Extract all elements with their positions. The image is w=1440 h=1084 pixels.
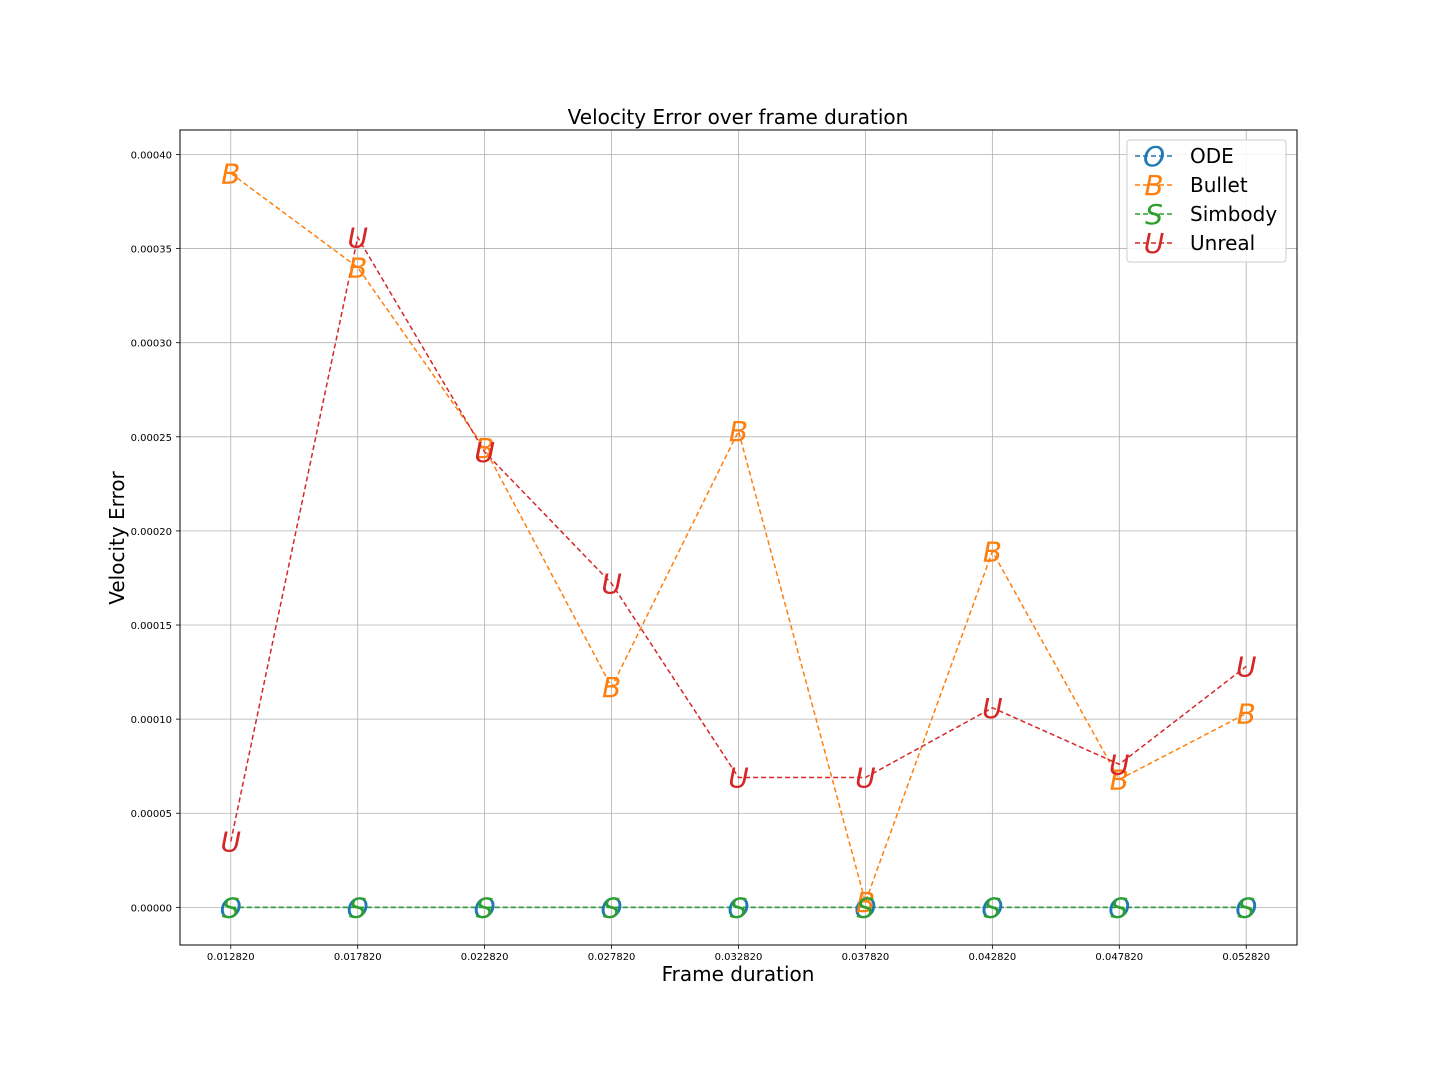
legend-marker-ode: O <box>1143 140 1165 173</box>
data-point-simbody: S <box>1110 891 1128 924</box>
data-point-simbody: S <box>983 891 1001 924</box>
data-point-bullet: B <box>1110 763 1129 796</box>
data-point-simbody: S <box>349 891 367 924</box>
data-point-ode: O <box>601 891 623 924</box>
grid-lines <box>180 130 1297 945</box>
x-axis-ticks: 0.012820 0.017820 0.022820 0.027820 0.032820… <box>207 945 1270 963</box>
series-line-unreal <box>230 235 1247 842</box>
y-tick-label: 0.00020 <box>131 527 172 538</box>
y-tick-label: 0.00025 <box>131 433 172 444</box>
data-point-ode: O <box>1108 891 1130 924</box>
data-point-unreal: U <box>221 825 242 858</box>
y-tick-label: 0.00000 <box>131 903 172 914</box>
data-point-unreal: U <box>601 568 622 601</box>
data-point-bullet: B <box>221 157 240 190</box>
data-point-unreal: U <box>1236 650 1257 683</box>
data-point-unreal: U <box>1109 748 1130 781</box>
data-point-bullet: B <box>602 671 621 704</box>
x-tick-label: 0.022820 <box>461 952 509 963</box>
data-point-bullet: B <box>729 415 748 448</box>
legend-label-simbody: Simbody <box>1190 202 1277 226</box>
data-point-simbody: S <box>603 891 621 924</box>
data-point-ode: O <box>981 891 1003 924</box>
legend: O ODE B Bullet S Simbody U Unreal <box>1126 139 1287 263</box>
data-point-unreal: U <box>728 761 749 794</box>
x-tick-label: 0.032820 <box>715 952 763 963</box>
legend-label-ode: ODE <box>1190 144 1234 168</box>
data-point-ode: O <box>727 891 749 924</box>
x-tick-label: 0.047820 <box>1095 952 1143 963</box>
legend-label-unreal: Unreal <box>1190 231 1255 255</box>
x-tick-label: 0.037820 <box>842 952 890 963</box>
data-point-bullet: B <box>475 432 494 465</box>
y-tick-label: 0.00005 <box>131 809 172 820</box>
data-point-simbody: S <box>730 891 748 924</box>
data-point-ode: O <box>220 891 242 924</box>
data-point-simbody: S <box>857 891 875 924</box>
data-point-ode: O <box>854 891 876 924</box>
x-tick-label: 0.017820 <box>334 952 382 963</box>
y-axis-label: Velocity Error <box>105 470 129 604</box>
series-lines <box>230 172 1247 909</box>
legend-box <box>1126 139 1287 263</box>
data-point-simbody: S <box>1237 891 1255 924</box>
data-point-ode: O <box>1235 891 1257 924</box>
y-tick-label: 0.00030 <box>131 339 172 350</box>
x-tick-label: 0.027820 <box>588 952 636 963</box>
data-point-unreal: U <box>347 221 368 254</box>
chart-title: Velocity Error over frame duration <box>568 105 909 129</box>
x-axis-label: Frame duration <box>662 962 815 986</box>
data-point-bullet: B <box>348 251 367 284</box>
legend-marker-bullet: B <box>1144 169 1163 202</box>
y-tick-label: 0.00040 <box>131 150 172 161</box>
legend-marker-simbody: S <box>1145 198 1163 231</box>
data-point-unreal: U <box>474 436 495 469</box>
legend-marker-unreal: U <box>1144 227 1165 260</box>
y-tick-label: 0.00010 <box>131 715 172 726</box>
legend-label-bullet: Bullet <box>1190 173 1248 197</box>
y-tick-label: 0.00015 <box>131 621 172 632</box>
data-point-simbody: S <box>222 891 240 924</box>
y-axis-ticks: 0.00000 0.00005 0.00010 0.00015 0.00020 0.000… <box>131 150 180 914</box>
data-point-ode: O <box>474 891 496 924</box>
y-tick-label: 0.00035 <box>131 245 172 256</box>
data-point-bullet: B <box>983 536 1002 569</box>
x-tick-label: 0.052820 <box>1222 952 1270 963</box>
data-point-bullet: B <box>1237 697 1256 730</box>
series-line-bullet <box>230 172 1247 905</box>
x-tick-label: 0.012820 <box>207 952 255 963</box>
data-point-bullet: B <box>856 886 875 919</box>
data-point-ode: O <box>347 891 369 924</box>
data-point-unreal: U <box>855 761 876 794</box>
x-tick-label: 0.042820 <box>969 952 1017 963</box>
data-point-unreal: U <box>982 692 1003 725</box>
data-point-simbody: S <box>476 891 494 924</box>
